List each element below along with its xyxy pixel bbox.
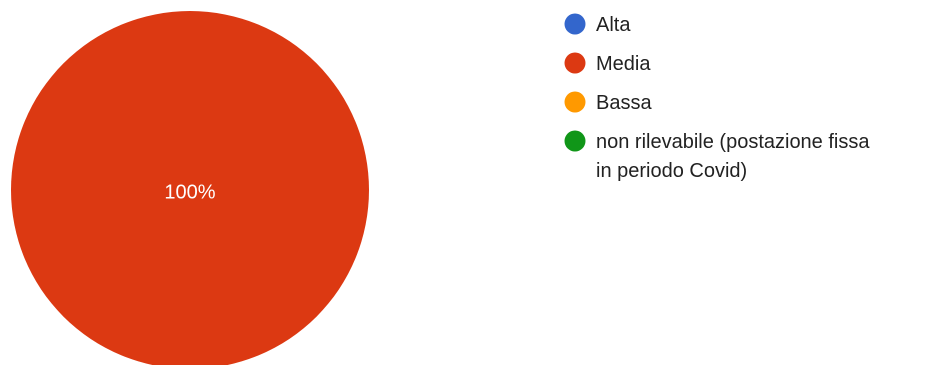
chart-legend: Alta Media Bassa non rilevabile (postazione…	[564, 13, 870, 182]
legend-swatch	[564, 91, 586, 113]
legend-item-alta: Alta	[564, 13, 631, 36]
legend-swatch	[564, 130, 586, 152]
legend-label: non rilevabile (postazione fissa in perio…	[596, 131, 870, 182]
legend-label: Bassa	[596, 92, 652, 114]
legend-label: Alta	[596, 14, 631, 36]
pie-slice-labels: 100%	[164, 181, 215, 203]
legend-item-non-rilevabile-postazione-fissa-in-periodo-covid: non rilevabile (postazione fissa in perio…	[564, 130, 870, 182]
slice-label-media: 100%	[164, 181, 215, 203]
legend-label: Media	[596, 53, 651, 75]
pie-slice-media	[11, 11, 369, 365]
pie-slices	[11, 11, 369, 365]
legend-item-media: Media	[564, 52, 651, 75]
legend-swatch	[564, 52, 586, 74]
legend-swatch	[564, 13, 586, 35]
legend-item-bassa: Bassa	[564, 91, 652, 114]
